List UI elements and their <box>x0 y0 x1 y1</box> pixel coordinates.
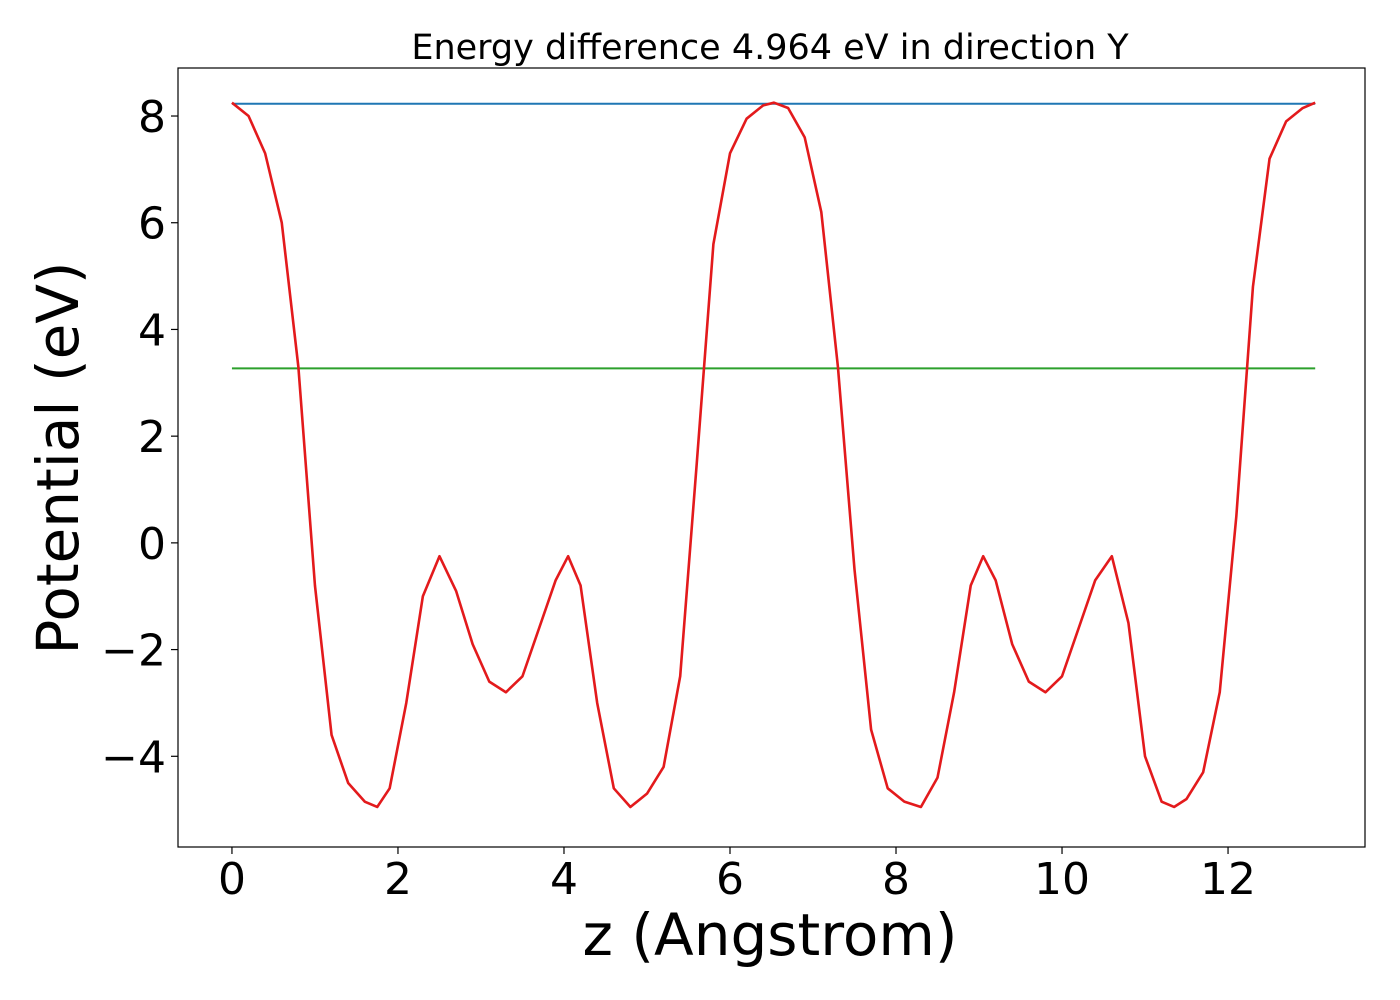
potential-curve-line <box>231 101 1316 809</box>
y-tick-label: −4 <box>101 732 166 783</box>
y-tick-label: 8 <box>138 92 166 143</box>
y-tick-label: 2 <box>138 412 166 463</box>
tick-layer: 0 2 4 6 8 10 12 −4 −2 0 2 4 6 8 <box>101 92 1256 905</box>
x-tick-label: 2 <box>384 854 412 905</box>
x-axis-label: z (Angstrom) <box>583 901 958 969</box>
chart-title: Energy difference 4.964 eV in direction … <box>411 28 1129 68</box>
x-tick-label: 12 <box>1200 854 1256 905</box>
x-tick-label: 0 <box>218 854 246 905</box>
x-tick-label: 8 <box>882 854 910 905</box>
x-tick-label: 4 <box>550 854 578 905</box>
y-tick-label: 4 <box>138 305 166 356</box>
x-tick-label: 6 <box>716 854 744 905</box>
y-tick-label: 0 <box>138 519 166 570</box>
series-layer <box>231 101 1316 809</box>
y-tick-label: 6 <box>138 199 166 250</box>
plot-frame <box>177 67 1366 848</box>
y-axis-label: Potential (eV) <box>24 261 92 654</box>
x-tick-label: 10 <box>1034 854 1090 905</box>
y-tick-label: −2 <box>101 626 166 677</box>
